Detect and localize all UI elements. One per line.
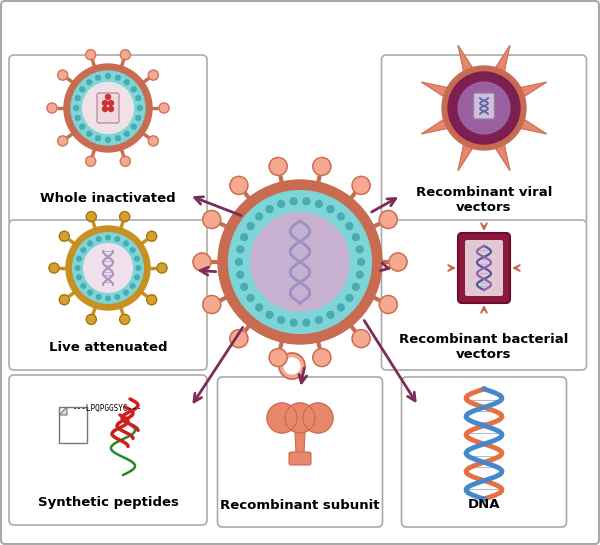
Circle shape: [356, 246, 363, 253]
Circle shape: [103, 100, 107, 106]
Circle shape: [96, 75, 101, 80]
Circle shape: [106, 137, 110, 142]
Text: Recombinant bacterial
vectors: Recombinant bacterial vectors: [400, 333, 569, 361]
Circle shape: [121, 156, 130, 166]
Circle shape: [279, 353, 305, 379]
Circle shape: [86, 211, 97, 222]
Circle shape: [124, 131, 129, 136]
FancyBboxPatch shape: [473, 93, 494, 119]
Polygon shape: [421, 119, 448, 134]
Circle shape: [137, 106, 142, 111]
Circle shape: [148, 70, 158, 80]
Polygon shape: [295, 432, 305, 454]
Circle shape: [256, 304, 263, 311]
Circle shape: [136, 96, 141, 101]
Circle shape: [109, 100, 113, 106]
Circle shape: [119, 211, 130, 222]
Circle shape: [266, 205, 273, 213]
Circle shape: [106, 94, 110, 100]
Circle shape: [146, 231, 157, 241]
Circle shape: [316, 317, 322, 324]
Circle shape: [148, 136, 158, 146]
FancyBboxPatch shape: [97, 93, 119, 123]
FancyBboxPatch shape: [289, 452, 311, 465]
Circle shape: [337, 213, 344, 220]
Circle shape: [136, 116, 141, 120]
Circle shape: [134, 256, 139, 261]
Circle shape: [269, 158, 287, 175]
Circle shape: [237, 271, 244, 278]
Polygon shape: [520, 119, 547, 134]
Circle shape: [247, 223, 254, 229]
Circle shape: [71, 71, 145, 145]
Text: DNA: DNA: [468, 498, 500, 511]
Circle shape: [59, 295, 70, 305]
Circle shape: [73, 233, 143, 303]
Circle shape: [88, 241, 92, 246]
FancyBboxPatch shape: [465, 240, 503, 296]
Circle shape: [458, 82, 510, 134]
Circle shape: [87, 131, 92, 136]
Circle shape: [290, 198, 297, 205]
Circle shape: [448, 72, 520, 144]
Circle shape: [86, 50, 95, 60]
Circle shape: [230, 177, 248, 195]
Circle shape: [247, 294, 254, 301]
Text: Recombinant subunit: Recombinant subunit: [220, 499, 380, 512]
Circle shape: [119, 314, 130, 324]
Circle shape: [157, 263, 167, 273]
Circle shape: [96, 237, 101, 241]
Circle shape: [75, 116, 80, 120]
Circle shape: [136, 266, 141, 270]
Circle shape: [278, 317, 284, 324]
Circle shape: [303, 198, 310, 205]
Circle shape: [106, 74, 110, 78]
Circle shape: [96, 136, 101, 141]
Text: Whole inactivated: Whole inactivated: [40, 191, 176, 204]
Circle shape: [75, 266, 80, 270]
Circle shape: [358, 258, 365, 265]
Circle shape: [379, 210, 397, 228]
Circle shape: [284, 358, 300, 374]
Circle shape: [131, 87, 136, 92]
FancyBboxPatch shape: [9, 375, 207, 525]
Circle shape: [77, 275, 82, 280]
Circle shape: [121, 50, 130, 60]
Polygon shape: [520, 82, 547, 97]
Circle shape: [193, 253, 211, 271]
Polygon shape: [495, 45, 510, 72]
Circle shape: [379, 295, 397, 313]
Circle shape: [266, 311, 273, 318]
Circle shape: [346, 294, 353, 301]
Circle shape: [83, 244, 133, 292]
Circle shape: [352, 177, 370, 195]
Circle shape: [251, 213, 349, 311]
Circle shape: [389, 253, 407, 271]
FancyBboxPatch shape: [401, 377, 566, 527]
Circle shape: [130, 283, 135, 288]
FancyBboxPatch shape: [218, 377, 383, 527]
Circle shape: [237, 246, 244, 253]
Circle shape: [356, 271, 363, 278]
Polygon shape: [458, 45, 473, 72]
Polygon shape: [421, 82, 448, 97]
FancyBboxPatch shape: [9, 220, 207, 370]
Circle shape: [80, 87, 85, 92]
FancyBboxPatch shape: [382, 220, 587, 370]
Text: Live attenuated: Live attenuated: [49, 341, 167, 354]
FancyBboxPatch shape: [9, 55, 207, 225]
Circle shape: [115, 237, 120, 241]
Polygon shape: [458, 144, 473, 171]
Circle shape: [256, 213, 263, 220]
Circle shape: [203, 295, 221, 313]
Circle shape: [106, 296, 110, 301]
Circle shape: [124, 80, 129, 84]
Circle shape: [81, 283, 86, 288]
Circle shape: [86, 314, 97, 324]
Circle shape: [103, 106, 107, 112]
Circle shape: [88, 290, 92, 295]
Circle shape: [313, 158, 331, 175]
FancyBboxPatch shape: [59, 407, 87, 443]
Circle shape: [327, 311, 334, 318]
